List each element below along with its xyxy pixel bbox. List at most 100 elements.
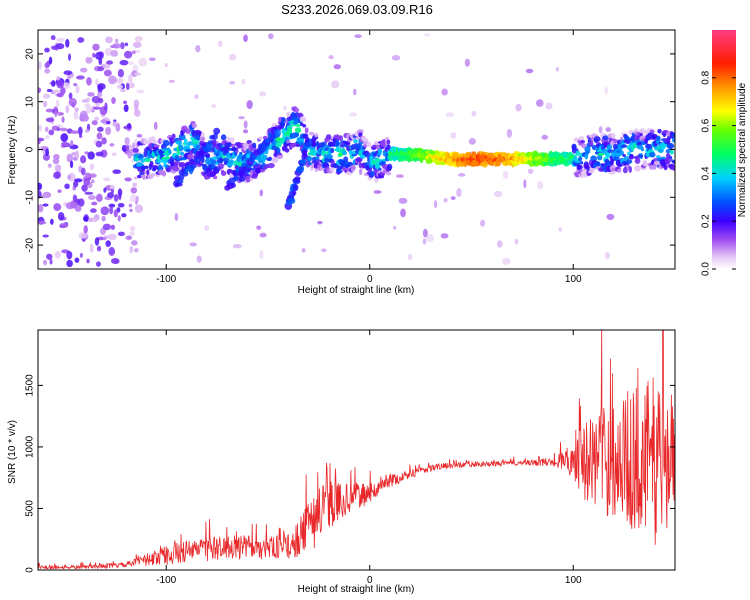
spectrogram-cell bbox=[59, 112, 64, 116]
spectrogram-cell bbox=[38, 137, 41, 145]
spectrogram-cell bbox=[102, 177, 111, 182]
spectrogram-cell bbox=[124, 137, 130, 146]
spectrogram-cell bbox=[134, 36, 143, 42]
spectrogram-cell bbox=[174, 212, 179, 222]
snr-y-tick-label: 1500 bbox=[25, 374, 36, 397]
spectrogram-cell bbox=[54, 251, 61, 259]
spectrogram-cell bbox=[108, 246, 116, 256]
spectrogram-cell bbox=[64, 183, 70, 190]
spectrogram-cell bbox=[656, 155, 661, 159]
spectrogram-cell bbox=[152, 165, 159, 170]
spectrogram-cell bbox=[125, 145, 130, 151]
spectrogram-cell bbox=[107, 233, 117, 241]
spectrogram-cell bbox=[38, 190, 42, 199]
spectrogram-cell bbox=[336, 142, 341, 146]
spectrogram-cell bbox=[581, 143, 587, 149]
spectrogram-cell bbox=[252, 142, 257, 149]
spectrogram-cell bbox=[443, 197, 448, 203]
spectrogram-cell bbox=[87, 92, 95, 97]
spectrogram-cell bbox=[296, 165, 305, 171]
spectrogram-cell bbox=[653, 161, 661, 166]
spectrogram-cell bbox=[555, 66, 559, 72]
spectrogram-cell bbox=[117, 203, 125, 208]
spectrogram-x-tick-label: 100 bbox=[565, 274, 582, 285]
spectrogram-cell bbox=[357, 129, 364, 135]
spectrogram-cell bbox=[38, 61, 42, 70]
spectrogram-cell bbox=[194, 94, 199, 99]
spectrogram-cell bbox=[604, 86, 609, 95]
spectrogram-cell bbox=[55, 124, 63, 128]
spectrogram-cell bbox=[92, 43, 100, 51]
snr-x-tick-label: -100 bbox=[156, 575, 176, 586]
spectrogram-cell bbox=[584, 165, 591, 170]
spectrogram-cell bbox=[104, 102, 108, 112]
spectrogram-cell bbox=[580, 139, 586, 144]
spectrogram-cell bbox=[123, 100, 128, 105]
spectrogram-cell bbox=[144, 158, 152, 163]
spectrogram-cell bbox=[271, 157, 279, 164]
spectrogram-cell bbox=[65, 38, 70, 48]
spectrogram-cell bbox=[103, 69, 112, 77]
spectrogram-cell bbox=[267, 162, 275, 169]
spectrogram-cell bbox=[297, 113, 304, 118]
spectrogram-cell bbox=[55, 99, 60, 108]
snr-x-tick-label: 0 bbox=[367, 575, 373, 586]
spectrogram-cell bbox=[471, 110, 477, 117]
spectrogram-cell bbox=[43, 100, 48, 108]
spectrogram-cell bbox=[95, 78, 99, 86]
spectrogram-cell bbox=[76, 75, 85, 80]
spectrogram-cell bbox=[205, 153, 211, 158]
spectrogram-cell bbox=[311, 141, 317, 147]
spectrogram-cell bbox=[243, 120, 248, 129]
spectrogram-cell bbox=[115, 77, 124, 84]
spectrogram-cell bbox=[267, 156, 273, 162]
spectrogram-cell bbox=[38, 204, 44, 213]
spectrogram-cell bbox=[374, 162, 381, 170]
spectrogram-cell bbox=[112, 121, 117, 127]
spectrogram-cell bbox=[134, 204, 144, 213]
spectrogram-cell bbox=[320, 141, 327, 147]
spectrogram-cell bbox=[671, 137, 675, 143]
spectrogram-cell bbox=[441, 88, 448, 96]
spectrogram-cell bbox=[70, 140, 74, 147]
spectrogram-cell bbox=[38, 124, 43, 132]
spectrogram-cell bbox=[72, 194, 78, 203]
spectrogram-cell bbox=[136, 89, 145, 94]
spectrogram-cell bbox=[80, 67, 88, 73]
spectrogram-cell bbox=[227, 142, 232, 148]
spectrogram-cell bbox=[407, 254, 413, 261]
spectrogram-cell bbox=[229, 53, 237, 61]
spectrogram-cell bbox=[66, 153, 73, 163]
spectrogram-cell bbox=[51, 125, 59, 131]
spectrogram-cell bbox=[137, 153, 144, 159]
spectrogram-cell bbox=[91, 201, 98, 206]
spectrogram-cell bbox=[108, 203, 116, 208]
spectrogram-cell bbox=[77, 198, 85, 207]
spectrogram-cell bbox=[527, 168, 534, 175]
spectrogram-cell bbox=[237, 169, 245, 178]
spectrogram-cell bbox=[217, 163, 225, 167]
spectrogram-cell bbox=[45, 117, 55, 123]
spectrogram-cell bbox=[103, 187, 107, 193]
spectrogram-cell bbox=[126, 82, 130, 91]
spectrogram-cell bbox=[259, 232, 267, 238]
spectrogram-cell bbox=[53, 153, 60, 161]
spectrogram-cell bbox=[97, 83, 106, 90]
spectrogram-cell bbox=[276, 155, 284, 159]
spectrogram-cell bbox=[506, 128, 513, 138]
spectrogram-cell bbox=[48, 129, 55, 136]
spectrogram-cell bbox=[100, 206, 110, 216]
spectrogram-cell bbox=[195, 144, 201, 151]
spectrogram-cell bbox=[515, 103, 522, 112]
spectrogram-cell bbox=[284, 148, 290, 153]
spectrogram-cell bbox=[274, 129, 281, 137]
spectrogram-cell bbox=[91, 120, 98, 126]
spectrogram-cell bbox=[56, 37, 65, 43]
spectrogram-cell bbox=[614, 153, 622, 157]
spectrogram-cell bbox=[422, 228, 428, 238]
spectrogram-cell bbox=[50, 35, 56, 41]
spectrogram-cell bbox=[317, 220, 323, 225]
colorbar-tick-label: 0.0 bbox=[701, 262, 712, 276]
spectrogram-cell bbox=[227, 159, 235, 164]
